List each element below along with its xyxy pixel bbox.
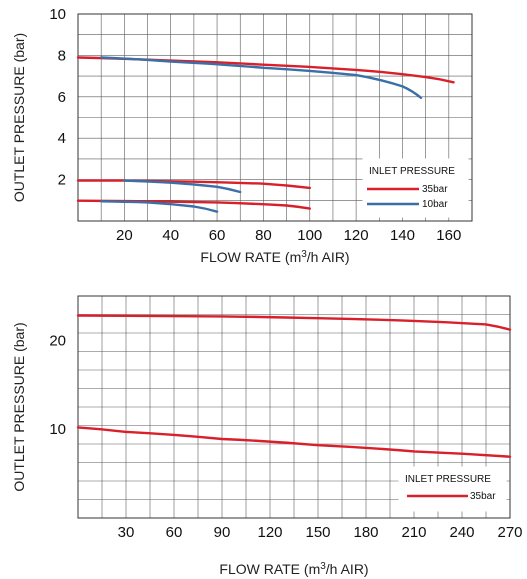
x-tick-label: 60 (166, 524, 183, 541)
chart-1: 20 40 60 80 100 120 140 160 2 4 6 8 10 FLOW RATE (m3/… (11, 6, 473, 265)
series-line-10bar (100, 200, 219, 213)
chart-2: 30 60 90 120 150 180 210 240 270 10 20 FLOW RATE (m… (11, 295, 523, 577)
y-tick-label: 20 (49, 332, 66, 349)
legend-entry-10bar: 10bar (422, 199, 448, 210)
legend-title: INLET PRESSURE (369, 166, 455, 177)
x-tick-label: 120 (257, 524, 282, 541)
series-line-35bar (76, 314, 512, 331)
x-tick-label: 40 (162, 227, 179, 244)
y-tick-label: 10 (49, 6, 66, 23)
x-tick-label: 240 (449, 524, 474, 541)
legend-entry-35bar: 35bar (422, 184, 448, 195)
x-tick-label: 180 (353, 524, 378, 541)
series-line-10bar (123, 179, 242, 194)
legend-box (398, 466, 507, 512)
x-tick-label: 60 (209, 227, 226, 244)
series-line-35bar (76, 56, 455, 84)
series-line-35bar (76, 426, 512, 458)
y-tick-label: 2 (58, 172, 66, 189)
series-line-10bar (100, 56, 423, 99)
x-tick-label: 210 (401, 524, 426, 541)
y-tick-label: 10 (49, 421, 66, 438)
y-axis-label: OUTLET PRESSURE (bar) (11, 33, 27, 202)
x-tick-label: 30 (118, 524, 135, 541)
y-tick-label: 8 (58, 47, 66, 64)
x-tick-label: 150 (305, 524, 330, 541)
x-tick-label: 160 (436, 227, 461, 244)
plot-frame (77, 13, 473, 222)
x-tick-label: 20 (116, 227, 133, 244)
y-axis-label: OUTLET PRESSURE (bar) (11, 322, 27, 491)
x-axis-label: FLOW RATE (m3/h AIR) (219, 561, 368, 577)
x-tick-label: 120 (344, 227, 369, 244)
legend-entry-35bar: 35bar (470, 491, 496, 502)
y-tick-label: 4 (58, 130, 66, 147)
x-tick-label: 140 (390, 227, 415, 244)
y-tick-label: 6 (58, 89, 66, 106)
series-line-35bar (76, 179, 311, 190)
x-tick-label: 270 (497, 524, 522, 541)
x-tick-label: 80 (255, 227, 272, 244)
x-tick-label: 90 (214, 524, 231, 541)
plot-frame (77, 295, 511, 519)
x-tick-label: 100 (297, 227, 322, 244)
x-axis-label: FLOW RATE (m3/h AIR) (200, 249, 349, 265)
legend-title: INLET PRESSURE (405, 474, 491, 485)
